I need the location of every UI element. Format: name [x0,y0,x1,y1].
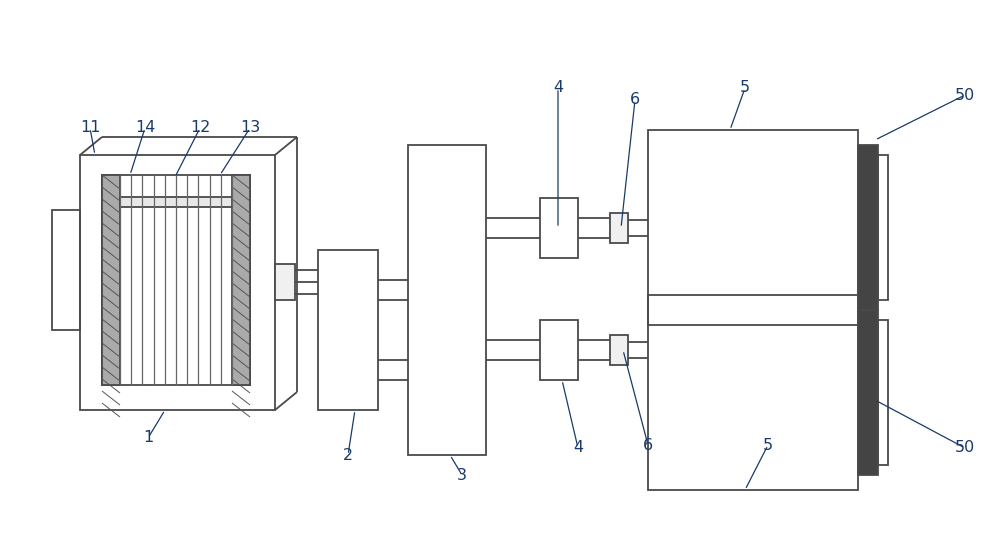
Bar [52,210,80,330]
Bar [648,130,858,325]
Bar [648,295,858,490]
Bar [858,310,878,475]
Text: 4: 4 [553,81,563,96]
Text: 6: 6 [630,93,640,108]
Bar [408,145,486,455]
Text: 12: 12 [190,121,210,136]
Bar [878,320,888,465]
Text: 6: 6 [643,437,653,452]
Bar [102,175,250,385]
Bar [858,145,878,310]
Text: 5: 5 [740,81,750,96]
Bar [102,175,120,385]
Text: 11: 11 [80,121,100,136]
Text: 4: 4 [573,441,583,456]
Text: 50: 50 [955,88,975,103]
Bar [120,197,232,207]
Text: 1: 1 [143,430,153,445]
Text: 2: 2 [343,448,353,463]
Bar [610,335,628,365]
Text: 3: 3 [457,468,467,483]
Bar [275,264,295,300]
Bar [610,213,628,243]
Bar [80,155,275,410]
Bar [318,250,378,410]
Text: 50: 50 [955,441,975,456]
Text: 5: 5 [763,437,773,452]
Bar [878,155,888,300]
Bar [232,175,250,385]
Bar [540,320,578,380]
Text: 13: 13 [240,121,260,136]
Bar [540,198,578,258]
Text: 14: 14 [135,121,155,136]
